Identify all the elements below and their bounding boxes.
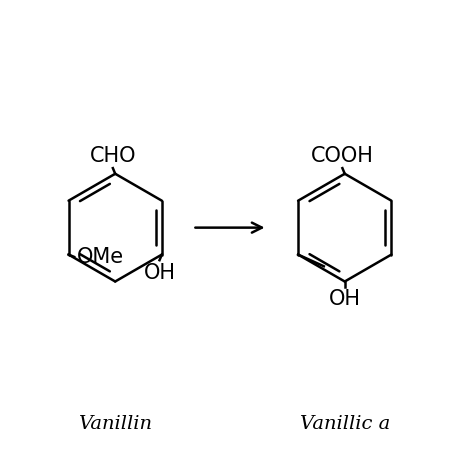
Text: COOH: COOH <box>311 146 374 166</box>
Text: Vanillic a: Vanillic a <box>300 415 390 433</box>
Text: OMe: OMe <box>76 247 124 267</box>
Text: Vanillin: Vanillin <box>78 415 152 433</box>
Text: CHO: CHO <box>90 146 136 166</box>
Text: OH: OH <box>329 290 361 310</box>
Text: OH: OH <box>144 263 175 283</box>
